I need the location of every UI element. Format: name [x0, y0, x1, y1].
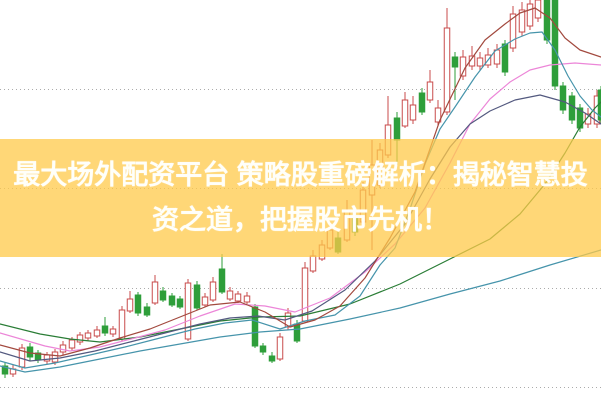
promo-title-line2: 资之道，把握股市先机！ [152, 205, 449, 235]
promo-title-line1: 最大场外配资平台 策略股重磅解析：揭秘智慧投 [13, 160, 588, 190]
promo-banner[interactable]: 最大场外配资平台 策略股重磅解析：揭秘智慧投 资之道，把握股市先机！ [0, 139, 601, 257]
